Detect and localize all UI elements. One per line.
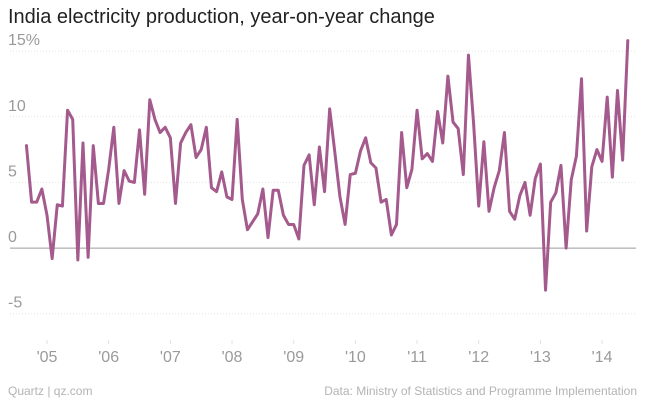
x-tick-label: '08 [222, 349, 243, 366]
x-tick-label: '07 [160, 349, 181, 366]
series-line [24, 39, 630, 292]
x-tick-label: '06 [98, 349, 119, 366]
x-tick-label: '13 [530, 349, 551, 366]
y-tick-label: 0 [8, 229, 17, 246]
x-tick-label: '12 [468, 349, 489, 366]
y-tick-label: -5 [8, 295, 22, 312]
axis-ticks: -5 0 5 10 15% '05 '06 '07 '08 '09 '10 '11 '12 '13 '14 [8, 32, 613, 366]
x-tick-label: '11 [407, 349, 427, 366]
series-layer [24, 39, 630, 292]
x-tick-label: '14 [592, 349, 613, 366]
footer-source: Data: Ministry of Statistics and Program… [324, 384, 637, 398]
chart-title: India electricity production, year-on-ye… [8, 6, 435, 28]
y-tick-label: 15% [8, 32, 40, 49]
x-tick-label: '05 [37, 349, 58, 366]
y-tick-label: 10 [8, 98, 26, 115]
y-tick-label: 5 [8, 163, 17, 180]
x-tick-label: '09 [283, 349, 304, 366]
x-tick-label: '10 [345, 349, 366, 366]
footer-credit: Quartz | qz.com [8, 384, 93, 398]
